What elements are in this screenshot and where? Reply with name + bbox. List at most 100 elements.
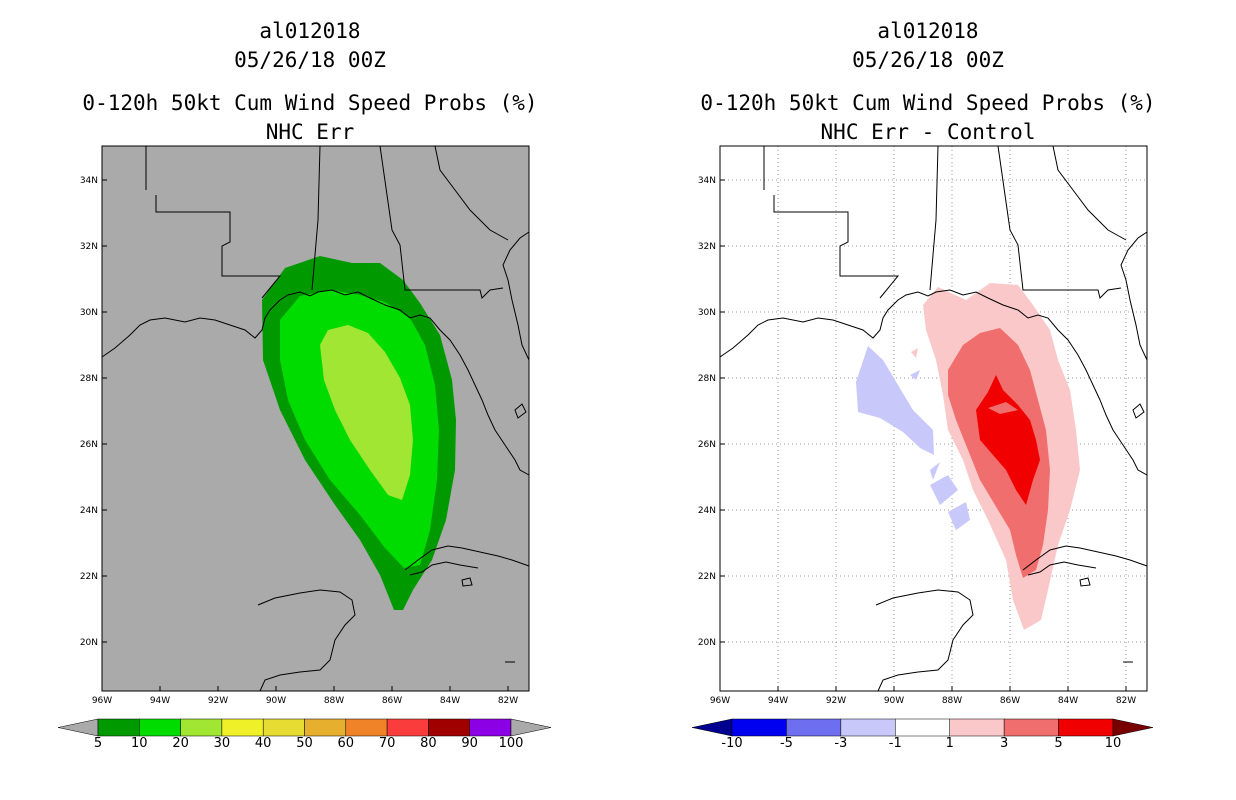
lat-tick-label: 32N — [698, 242, 716, 252]
colorbar-swatch — [180, 718, 223, 737]
colorbar-swatch — [221, 718, 264, 737]
right-negative-area — [910, 370, 920, 380]
colorbar-label: 10 — [131, 736, 148, 751]
coastline — [404, 545, 530, 571]
colorbar-swatch — [386, 718, 429, 737]
colorbar-swatch — [1058, 718, 1114, 737]
lat-tick-label: 30N — [698, 308, 716, 318]
lon-tick-label: 86W — [382, 696, 402, 706]
lat-tick-label: 20N — [698, 638, 716, 648]
lat-tick-label: 24N — [80, 506, 98, 516]
colorbar-label: 60 — [337, 736, 355, 751]
coastline — [1027, 561, 1097, 576]
lat-tick-label: 34N — [80, 176, 98, 186]
lon-tick-label: 92W — [208, 696, 228, 706]
lon-tick-label: 84W — [440, 696, 460, 706]
colorbar-swatch — [139, 718, 181, 737]
right-map-background — [720, 146, 1147, 691]
left-title: 0-120h 50kt Cum Wind Speed Probs (%) — [82, 91, 538, 115]
colorbar-min-arrow — [57, 718, 99, 737]
coastline — [434, 145, 509, 241]
colorbar-label: -1 — [888, 736, 902, 751]
left-coastlines — [101, 145, 530, 692]
colorbar-label: 5 — [1054, 736, 1063, 751]
coastline — [1120, 231, 1148, 361]
left-map-frame — [101, 145, 530, 692]
lon-tick-label: 86W — [1000, 696, 1020, 706]
coastline — [379, 145, 504, 299]
colorbar-swatch — [304, 718, 347, 737]
coastline — [1022, 545, 1148, 571]
left-subtitle: NHC Err — [265, 120, 355, 144]
colorbar-label: 40 — [254, 736, 272, 751]
right-map-frame — [719, 145, 1148, 692]
lon-tick-label: 84W — [1058, 696, 1078, 706]
lat-tick-label: 32N — [80, 242, 98, 252]
lat-tick-label: 22N — [80, 572, 98, 582]
left-datetime: 05/26/18 00Z — [234, 48, 386, 72]
colorbar-label: 20 — [172, 736, 189, 751]
lon-tick-label: 96W — [710, 696, 730, 706]
coastline — [257, 589, 356, 692]
lat-tick-label: 22N — [698, 572, 716, 582]
left-panel: al012018 05/26/18 00Z 0-120h 50kt Cum Wi… — [57, 19, 552, 751]
lon-tick-label: 90W — [266, 696, 286, 706]
colorbar-swatch — [345, 718, 388, 737]
colorbar-swatch — [895, 718, 950, 737]
lat-tick-label: 34N — [698, 176, 716, 186]
lat-tick-label: 28N — [698, 374, 716, 384]
lon-tick-label: 92W — [826, 696, 846, 706]
colorbar-swatch — [949, 718, 1005, 737]
lat-tick-label: 26N — [80, 440, 98, 450]
coastline — [101, 289, 530, 476]
colorbar-label: -5 — [779, 736, 793, 751]
left-colorbar — [57, 718, 552, 737]
lon-tick-label: 82W — [1116, 696, 1136, 706]
colorbar-swatch — [786, 718, 842, 737]
lon-tick-label: 90W — [884, 696, 904, 706]
right-negative-area — [856, 346, 934, 455]
right-storm-id: al012018 — [877, 19, 979, 43]
colorbar-label: 80 — [420, 736, 437, 751]
left-probability-map: 96W 94W 92W 90W 88W 86W 84W 82W 20N 22N 24N 26N 28N 3… — [57, 145, 552, 737]
coastline — [409, 561, 479, 576]
left-contour-20 — [320, 325, 413, 500]
colorbar-label: 3 — [1000, 736, 1009, 751]
colorbar-swatch — [428, 718, 470, 737]
left-storm-id: al012018 — [259, 19, 361, 43]
colorbar-max-arrow — [1112, 718, 1154, 737]
lat-tick-label: 30N — [80, 308, 98, 318]
colorbar-swatch — [97, 718, 140, 737]
colorbar-label: 1 — [945, 736, 954, 751]
colorbar-max-arrow — [510, 718, 552, 737]
colorbar-swatch — [731, 718, 787, 737]
lon-tick-label: 88W — [942, 696, 962, 706]
lat-tick-label: 20N — [80, 638, 98, 648]
right-axis-ticks: 96W 94W 92W 90W 88W 86W 84W 82W 20N 22N 24N 26N 28N 3… — [698, 176, 1136, 706]
lat-tick-label: 24N — [698, 506, 716, 516]
right-panel: al012018 05/26/18 00Z 0-120h 50kt Cum Wi… — [618, 0, 1236, 800]
coastline — [875, 589, 974, 692]
lon-tick-label: 82W — [498, 696, 518, 706]
coastline — [773, 195, 900, 299]
lon-tick-label: 94W — [768, 696, 788, 706]
left-axis-ticks: 96W 94W 92W 90W 88W 86W 84W 82W 20N 22N 24N 26N 28N 3… — [80, 176, 518, 706]
colorbar-min-arrow — [691, 718, 733, 737]
right-negative-area — [930, 462, 940, 480]
coastline — [1052, 145, 1127, 241]
colorbar-label: -10 — [721, 736, 743, 751]
colorbar-label: 90 — [461, 736, 478, 751]
colorbar-label: 5 — [93, 736, 103, 751]
lat-tick-label: 26N — [698, 440, 716, 450]
right-difference-map: 96W 94W 92W 90W 88W 86W 84W 82W 20N 22N 24N 26N 28N 3… — [691, 145, 1154, 737]
right-negative-area — [948, 502, 970, 530]
coastline — [461, 577, 473, 587]
colorbar-label: 30 — [213, 736, 231, 751]
coastline — [502, 231, 530, 361]
lon-tick-label: 88W — [324, 696, 344, 706]
coastline — [997, 145, 1122, 299]
colorbar-label: 100 — [498, 736, 524, 751]
colorbar-swatch — [469, 718, 512, 737]
colorbar-label: 70 — [378, 736, 396, 751]
right-positive-3-5 — [988, 402, 1018, 414]
